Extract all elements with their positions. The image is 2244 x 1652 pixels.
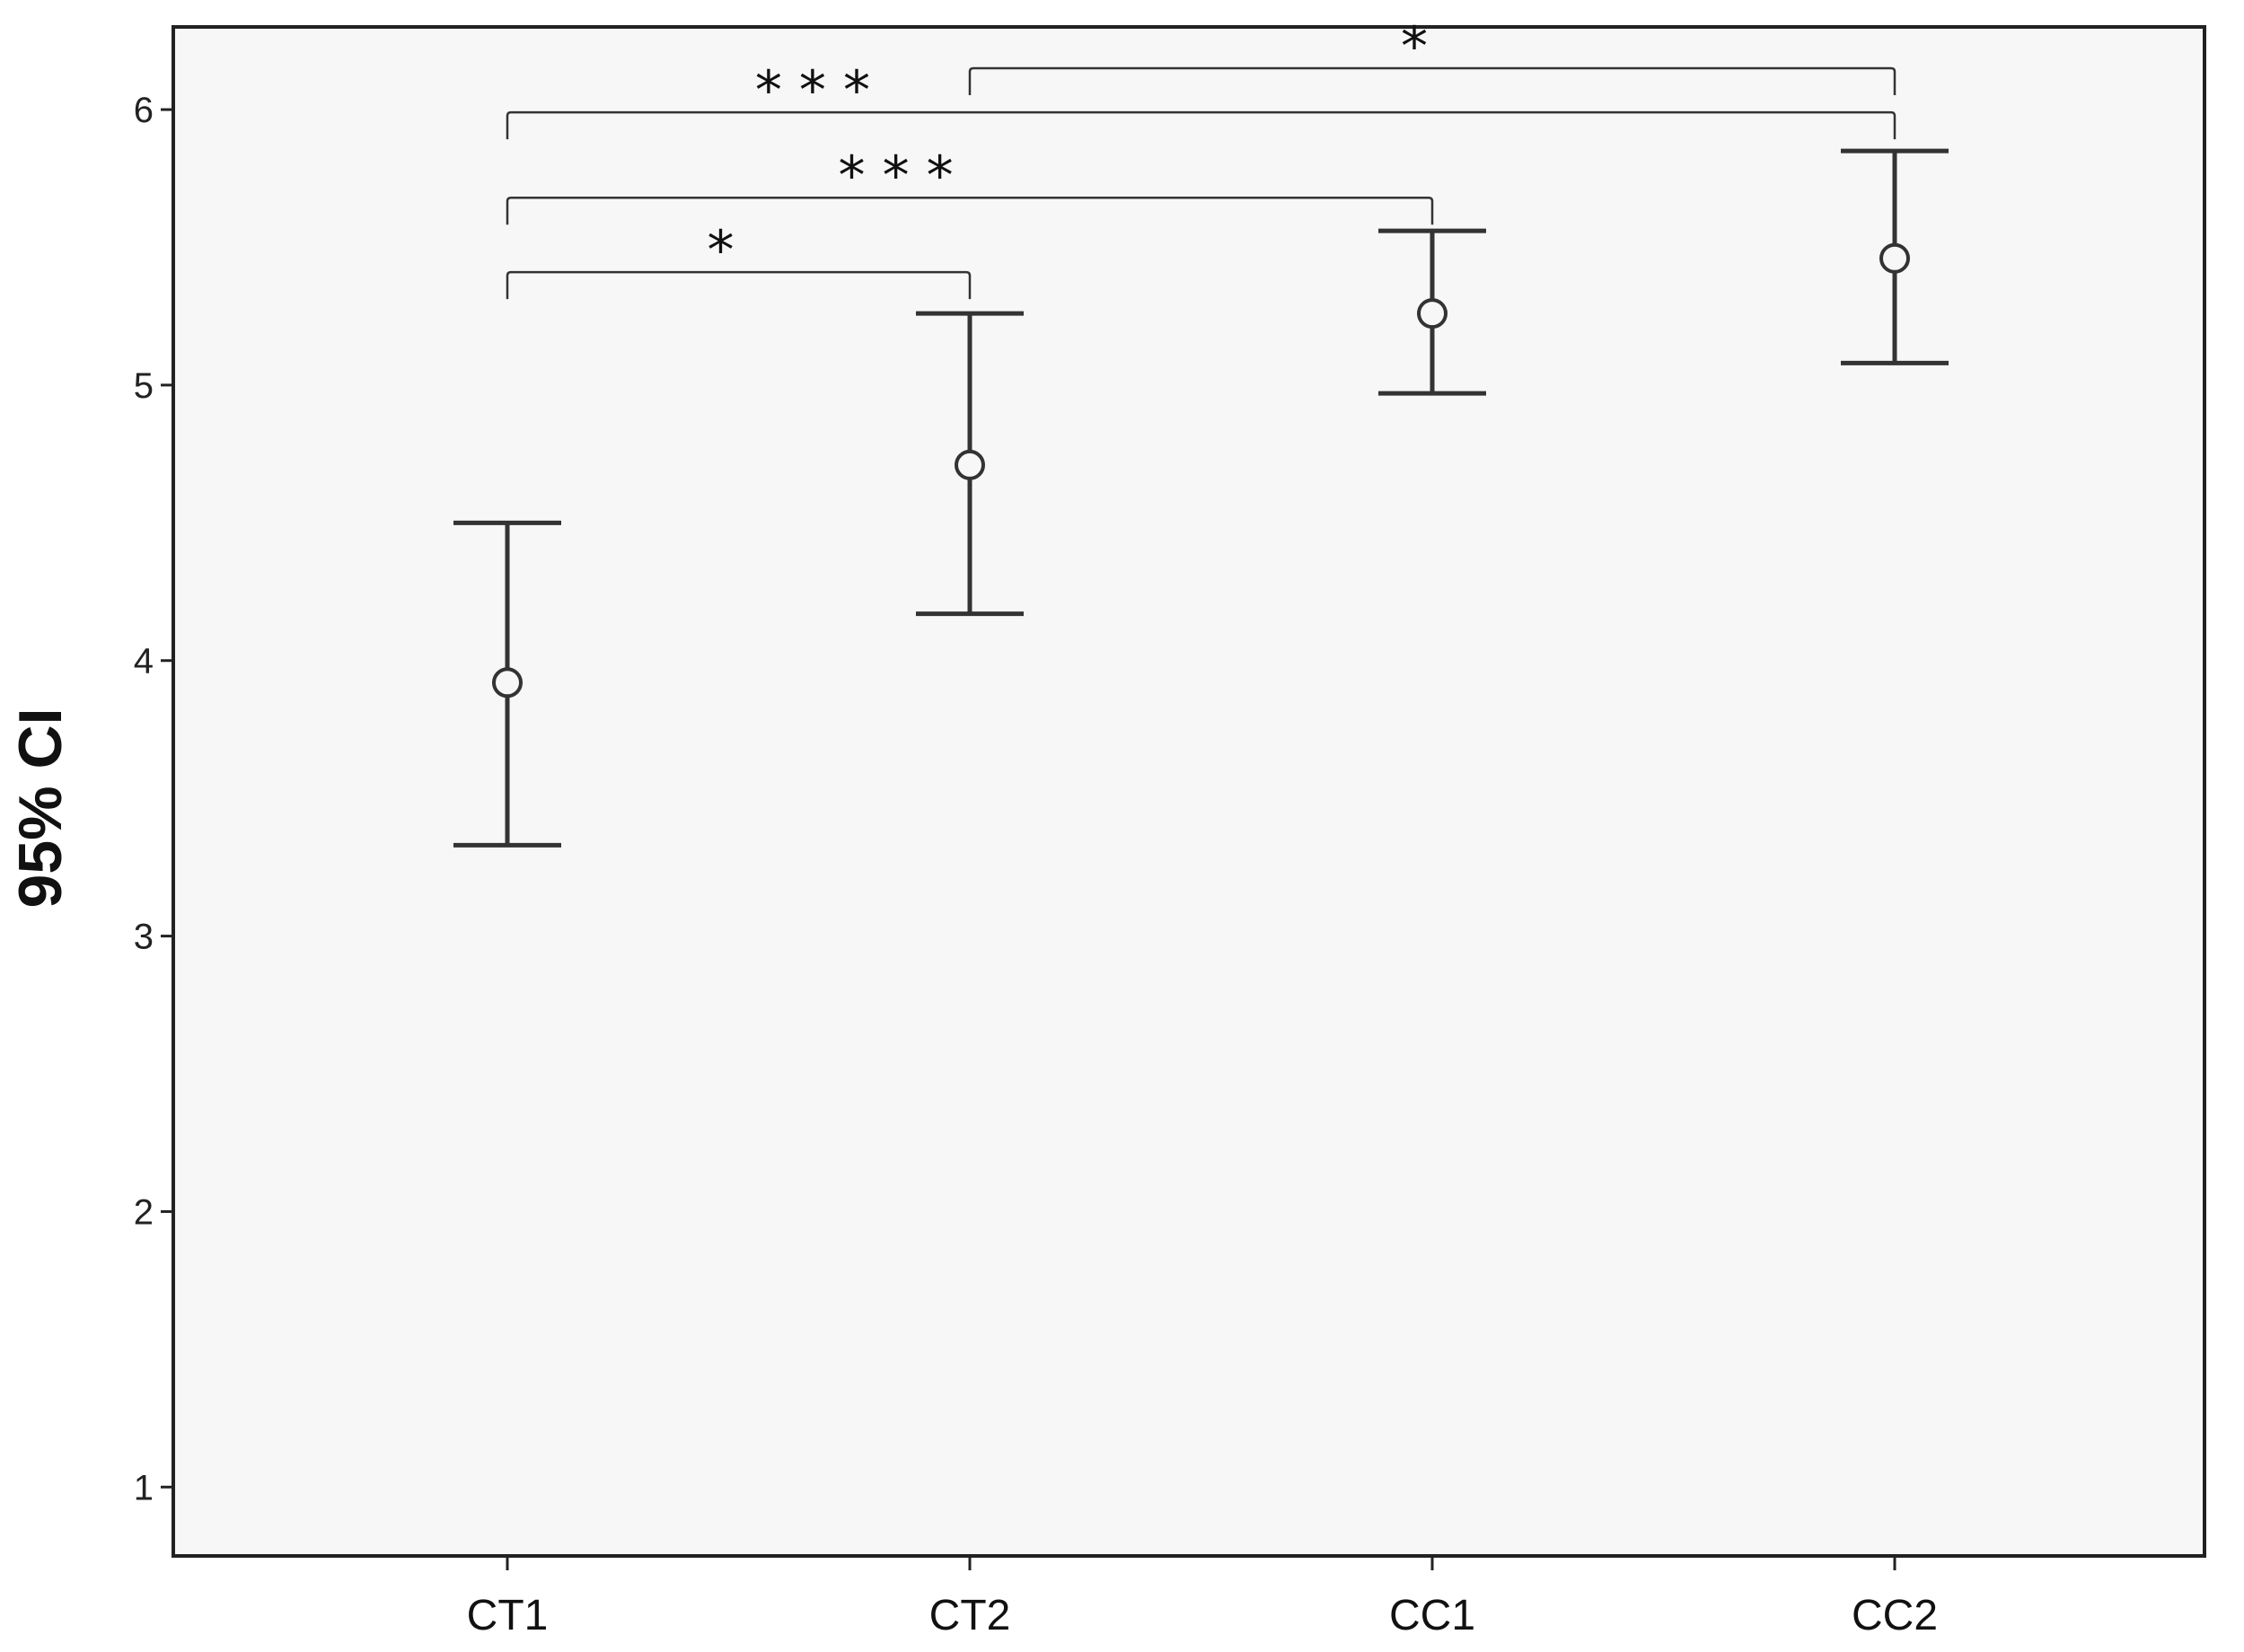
mean-point [1417,298,1448,330]
y-axis-label: 95% CI [6,708,75,909]
significance-label: * [708,219,735,282]
y-tick-label: 5 [134,366,154,406]
significance-bracket [968,66,1896,96]
significance-label: * [1401,15,1428,78]
y-axis: 1 2 3 4 5 6 [134,91,173,1507]
y-tick-label: 6 [134,91,154,130]
error-bars [453,148,1949,848]
plot-area [172,25,2206,1558]
significance-label: * * * [839,145,954,207]
y-tick-label: 3 [134,918,154,957]
mean-point [1879,242,1910,274]
y-tick-label: 4 [134,642,154,681]
significance-brackets: * * * * * * * * [506,15,1896,300]
y-tick-label: 2 [134,1192,154,1232]
significance-bracket [506,110,1896,140]
significance-bracket [506,196,1434,225]
x-axis: CT1 CT2 CC1 CC2 [467,1556,1938,1639]
significance-bracket [506,270,972,300]
x-tick-label: CC2 [1852,1592,1938,1639]
x-tick-label: CT1 [467,1592,549,1639]
mean-point [492,667,523,699]
significance-label: * * * [755,59,870,122]
y-tick-label: 1 [134,1468,154,1507]
mean-point [955,449,985,480]
x-tick-label: CT2 [929,1592,1011,1639]
x-tick-label: CC1 [1389,1592,1475,1639]
